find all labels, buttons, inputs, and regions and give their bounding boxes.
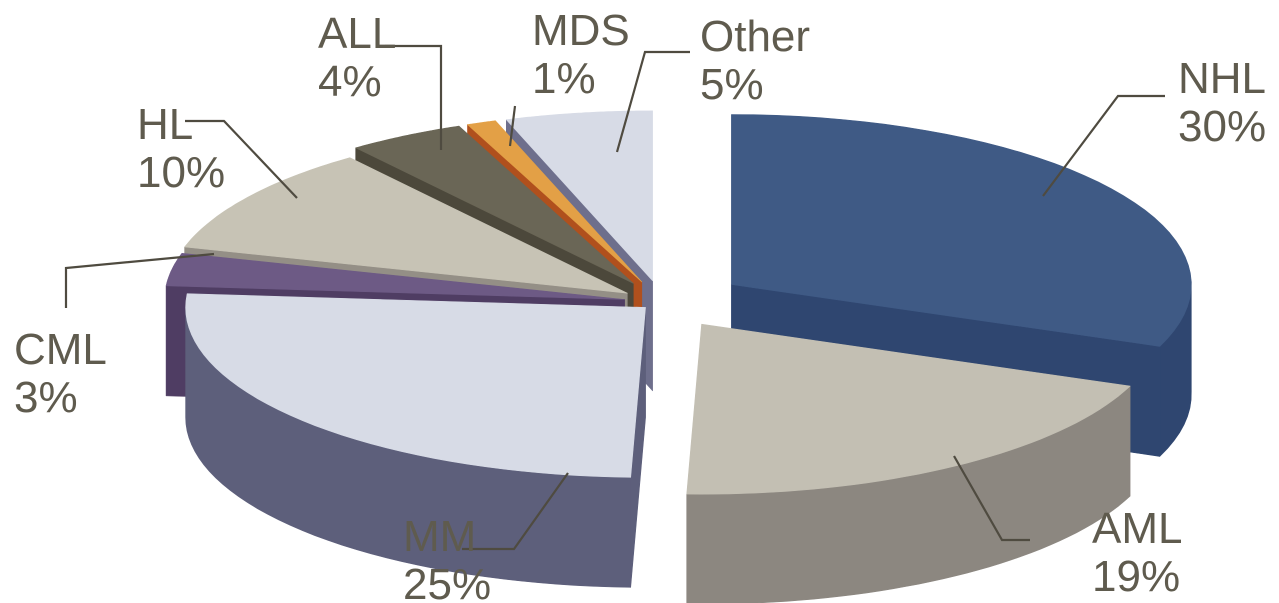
slice-percent-mds: 1%	[532, 54, 596, 103]
slice-percent-hl: 10%	[137, 148, 225, 197]
slice-percent-aml: 19%	[1092, 552, 1180, 601]
slice-aml-top	[686, 323, 1131, 495]
slice-label-mm: MM	[403, 512, 476, 561]
slice-percent-other: 5%	[700, 60, 764, 109]
leader-line-nhl	[1042, 94, 1165, 197]
slice-mm-top	[185, 293, 646, 478]
slice-percent-all: 4%	[318, 57, 382, 106]
slice-percent-cml: 3%	[14, 373, 78, 422]
leader-lines	[64, 44, 1165, 551]
slices-layer	[165, 110, 1192, 603]
slice-label-nhl: NHL	[1178, 54, 1266, 103]
leader-line-all	[385, 44, 443, 150]
leader-line-cml	[64, 252, 215, 308]
slice-all-top	[355, 125, 634, 284]
leader-line-hl	[185, 119, 298, 199]
slice-mds-top	[467, 120, 643, 283]
slice-nhl-top	[731, 114, 1192, 347]
leader-line-other	[615, 50, 690, 153]
slice-percent-mm: 25%	[403, 560, 491, 603]
slice-label-cml: CML	[14, 325, 107, 374]
slice-label-aml: AML	[1092, 504, 1182, 553]
slice-label-hl: HL	[137, 100, 193, 149]
slice-other-top	[506, 110, 653, 282]
leader-line-mm	[462, 472, 569, 551]
slice-label-other: Other	[700, 12, 810, 61]
slice-label-all: ALL	[318, 9, 396, 58]
slice-hl-top	[184, 157, 628, 294]
leader-line-aml	[953, 455, 1030, 542]
slice-percent-nhl: 30%	[1178, 102, 1266, 151]
slice-label-mds: MDS	[532, 6, 630, 55]
leader-line-mds	[508, 105, 517, 147]
